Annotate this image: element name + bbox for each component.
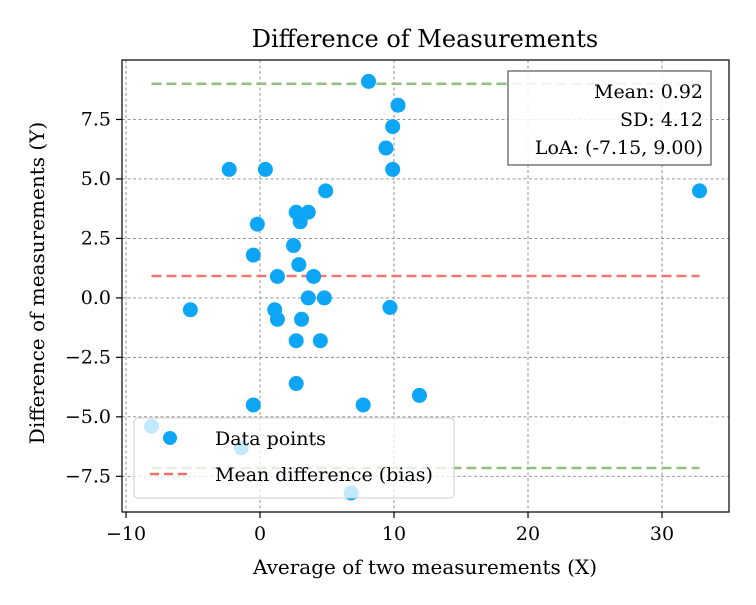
data-point [269, 268, 285, 284]
data-point [257, 161, 273, 177]
x-tick-label: 10 [382, 523, 406, 545]
data-point [312, 333, 328, 349]
legend-marker-data-points [163, 431, 177, 445]
legend-label-data-points: Data points [215, 428, 326, 450]
data-point [306, 268, 322, 284]
y-tick-label: 7.5 [81, 108, 111, 130]
data-point [355, 397, 371, 413]
chart-title: Difference of Measurements [252, 25, 598, 53]
y-tick-label: −7.5 [65, 465, 111, 487]
x-tick-label: 20 [516, 523, 540, 545]
legend-label-bias: Mean difference (bias) [215, 464, 433, 486]
stats-sd: SD: 4.12 [620, 109, 703, 131]
data-point [294, 311, 310, 327]
legend: Data points Mean difference (bias) [133, 417, 455, 499]
y-tick-label: 2.5 [81, 227, 111, 249]
y-tick-label: 5.0 [81, 168, 111, 190]
stats-box-frame [507, 70, 712, 166]
data-point [316, 290, 332, 306]
y-tick-label: −2.5 [65, 346, 111, 368]
data-point [291, 257, 307, 273]
data-point [390, 97, 406, 113]
x-tick-label: 0 [254, 523, 266, 545]
data-point [221, 161, 237, 177]
grid [122, 60, 729, 512]
x-axis-title: Average of two measurements (X) [252, 555, 597, 579]
data-point [249, 216, 265, 232]
data-point [692, 183, 708, 199]
data-point [300, 204, 316, 220]
data-point [361, 73, 377, 89]
stats-box: Mean: 0.92 SD: 4.12 LoA: (-7.15, 9.00) [507, 70, 712, 166]
data-point [288, 376, 304, 392]
data-point [385, 161, 401, 177]
data-point [411, 387, 427, 403]
data-point [182, 302, 198, 318]
stats-loa: LoA: (-7.15, 9.00) [535, 137, 703, 159]
stats-mean: Mean: 0.92 [594, 81, 703, 103]
y-tick-label: 0.0 [81, 287, 111, 309]
data-point [245, 397, 261, 413]
data-point [288, 333, 304, 349]
plot-frame [121, 59, 730, 513]
y-axis-title: Difference of measurements (Y) [25, 122, 49, 444]
y-tick-label: −5.0 [65, 406, 111, 428]
data-point [318, 183, 334, 199]
data-point [378, 140, 394, 156]
data-points [143, 73, 708, 501]
data-point [286, 238, 302, 254]
data-point [300, 290, 316, 306]
legend-frame [133, 417, 455, 499]
data-point [245, 247, 261, 263]
data-point [385, 119, 401, 135]
axis-ticks: −10 0 10 20 30 −7.5 −5.0 −2.5 0.0 2.5 5.0 7.5 [65, 108, 674, 545]
x-tick-label: 30 [650, 523, 674, 545]
x-tick-label: −10 [106, 523, 146, 545]
data-point [269, 311, 285, 327]
data-point [382, 299, 398, 315]
